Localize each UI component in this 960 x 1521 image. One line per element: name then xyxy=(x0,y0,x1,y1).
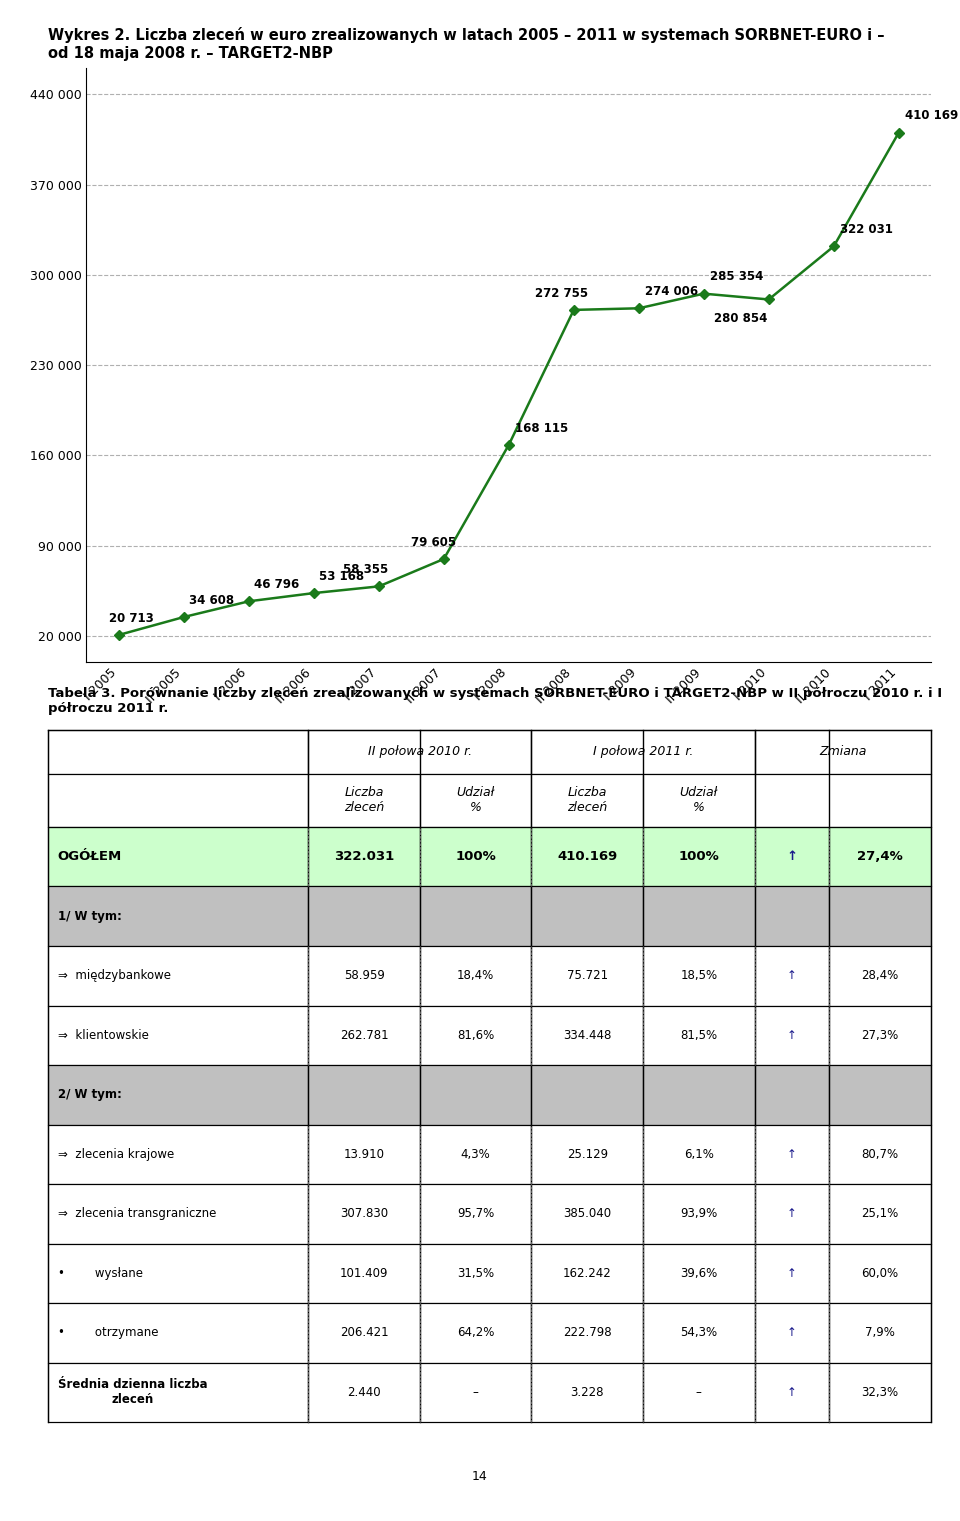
Text: 206.421: 206.421 xyxy=(340,1326,389,1340)
Text: –: – xyxy=(472,1386,479,1399)
Text: •        otrzymane: • otrzymane xyxy=(58,1326,158,1340)
Text: OGÓŁEM: OGÓŁEM xyxy=(58,850,122,864)
Text: 100%: 100% xyxy=(455,850,496,864)
Text: ↑: ↑ xyxy=(787,1326,797,1340)
Text: 75.721: 75.721 xyxy=(566,969,608,983)
Text: 168 115: 168 115 xyxy=(516,421,568,435)
Text: 95,7%: 95,7% xyxy=(457,1208,494,1220)
Text: 410.169: 410.169 xyxy=(557,850,617,864)
Text: Liczba
zleceń: Liczba zleceń xyxy=(344,786,384,814)
Text: 58 355: 58 355 xyxy=(343,563,389,576)
Text: 322.031: 322.031 xyxy=(334,850,395,864)
Text: ⇒  zlecenia transgraniczne: ⇒ zlecenia transgraniczne xyxy=(58,1208,216,1220)
Text: ↑: ↑ xyxy=(787,1148,797,1161)
Text: ↑: ↑ xyxy=(787,969,797,983)
Text: 14: 14 xyxy=(472,1469,488,1483)
Text: ↑: ↑ xyxy=(786,850,798,864)
Text: 81,6%: 81,6% xyxy=(457,1028,494,1042)
Text: Udział
%: Udział % xyxy=(457,786,494,814)
Text: 101.409: 101.409 xyxy=(340,1267,389,1279)
Text: 31,5%: 31,5% xyxy=(457,1267,494,1279)
Text: ↑: ↑ xyxy=(787,1267,797,1279)
Text: 20 713: 20 713 xyxy=(109,611,154,625)
Text: ⇒  międzybankowe: ⇒ międzybankowe xyxy=(58,969,171,983)
Text: 322 031: 322 031 xyxy=(840,224,893,236)
Text: •        wysłane: • wysłane xyxy=(58,1267,143,1279)
Text: 385.040: 385.040 xyxy=(564,1208,612,1220)
Text: 27,4%: 27,4% xyxy=(857,850,903,864)
Text: 81,5%: 81,5% xyxy=(681,1028,717,1042)
Text: 13.910: 13.910 xyxy=(344,1148,385,1161)
Text: 58.959: 58.959 xyxy=(344,969,385,983)
Text: 1/ W tym:: 1/ W tym: xyxy=(58,910,122,923)
Text: 93,9%: 93,9% xyxy=(680,1208,717,1220)
Text: 25.129: 25.129 xyxy=(566,1148,608,1161)
Text: 7,9%: 7,9% xyxy=(865,1326,895,1340)
Text: Średnia dzienna liczba
zleceń: Średnia dzienna liczba zleceń xyxy=(58,1378,207,1407)
Text: ⇒  zlecenia krajowe: ⇒ zlecenia krajowe xyxy=(58,1148,174,1161)
Text: Zmiana: Zmiana xyxy=(819,745,867,759)
Text: od 18 maja 2008 r. – TARGET2-NBP: od 18 maja 2008 r. – TARGET2-NBP xyxy=(48,46,333,61)
Text: 80,7%: 80,7% xyxy=(861,1148,899,1161)
Text: 54,3%: 54,3% xyxy=(681,1326,717,1340)
Text: 262.781: 262.781 xyxy=(340,1028,389,1042)
Text: 64,2%: 64,2% xyxy=(457,1326,494,1340)
Text: Liczba
zleceń: Liczba zleceń xyxy=(567,786,608,814)
Text: 272 755: 272 755 xyxy=(535,286,588,300)
Text: II połowa 2010 r.: II połowa 2010 r. xyxy=(368,745,472,759)
Text: ↑: ↑ xyxy=(787,1208,797,1220)
Text: 2/ W tym:: 2/ W tym: xyxy=(58,1089,122,1101)
Text: 34 608: 34 608 xyxy=(189,593,234,607)
Text: 79 605: 79 605 xyxy=(411,535,456,549)
Text: 4,3%: 4,3% xyxy=(461,1148,491,1161)
Text: 6,1%: 6,1% xyxy=(684,1148,713,1161)
Text: 274 006: 274 006 xyxy=(645,284,698,298)
Text: 39,6%: 39,6% xyxy=(680,1267,717,1279)
Text: 25,1%: 25,1% xyxy=(861,1208,899,1220)
Text: 285 354: 285 354 xyxy=(710,271,763,283)
Text: 28,4%: 28,4% xyxy=(861,969,899,983)
Text: I połowa 2011 r.: I połowa 2011 r. xyxy=(593,745,693,759)
Text: 18,5%: 18,5% xyxy=(681,969,717,983)
Text: 27,3%: 27,3% xyxy=(861,1028,899,1042)
Text: 3.228: 3.228 xyxy=(570,1386,604,1399)
Text: 2.440: 2.440 xyxy=(348,1386,381,1399)
Text: 410 169: 410 169 xyxy=(905,110,958,122)
Text: 334.448: 334.448 xyxy=(563,1028,612,1042)
Text: 162.242: 162.242 xyxy=(563,1267,612,1279)
Text: 53 168: 53 168 xyxy=(319,570,364,583)
Text: –: – xyxy=(696,1386,702,1399)
Text: 307.830: 307.830 xyxy=(340,1208,388,1220)
Text: ↑: ↑ xyxy=(787,1028,797,1042)
Text: 222.798: 222.798 xyxy=(563,1326,612,1340)
Text: Tabela 3. Porównanie liczby zleceń zrealizowanych w systemach SORBNET-EURO i TAR: Tabela 3. Porównanie liczby zleceń zreal… xyxy=(48,687,942,715)
Text: 100%: 100% xyxy=(679,850,719,864)
Text: 46 796: 46 796 xyxy=(254,578,300,592)
Text: ↑: ↑ xyxy=(787,1386,797,1399)
Text: 18,4%: 18,4% xyxy=(457,969,494,983)
Text: 60,0%: 60,0% xyxy=(861,1267,899,1279)
Text: Udział
%: Udział % xyxy=(680,786,718,814)
Text: 280 854: 280 854 xyxy=(713,312,767,325)
Text: 32,3%: 32,3% xyxy=(861,1386,899,1399)
Text: Wykres 2. Liczba zleceń w euro zrealizowanych w latach 2005 – 2011 w systemach S: Wykres 2. Liczba zleceń w euro zrealizow… xyxy=(48,27,884,44)
Text: ⇒  klientowskie: ⇒ klientowskie xyxy=(58,1028,149,1042)
